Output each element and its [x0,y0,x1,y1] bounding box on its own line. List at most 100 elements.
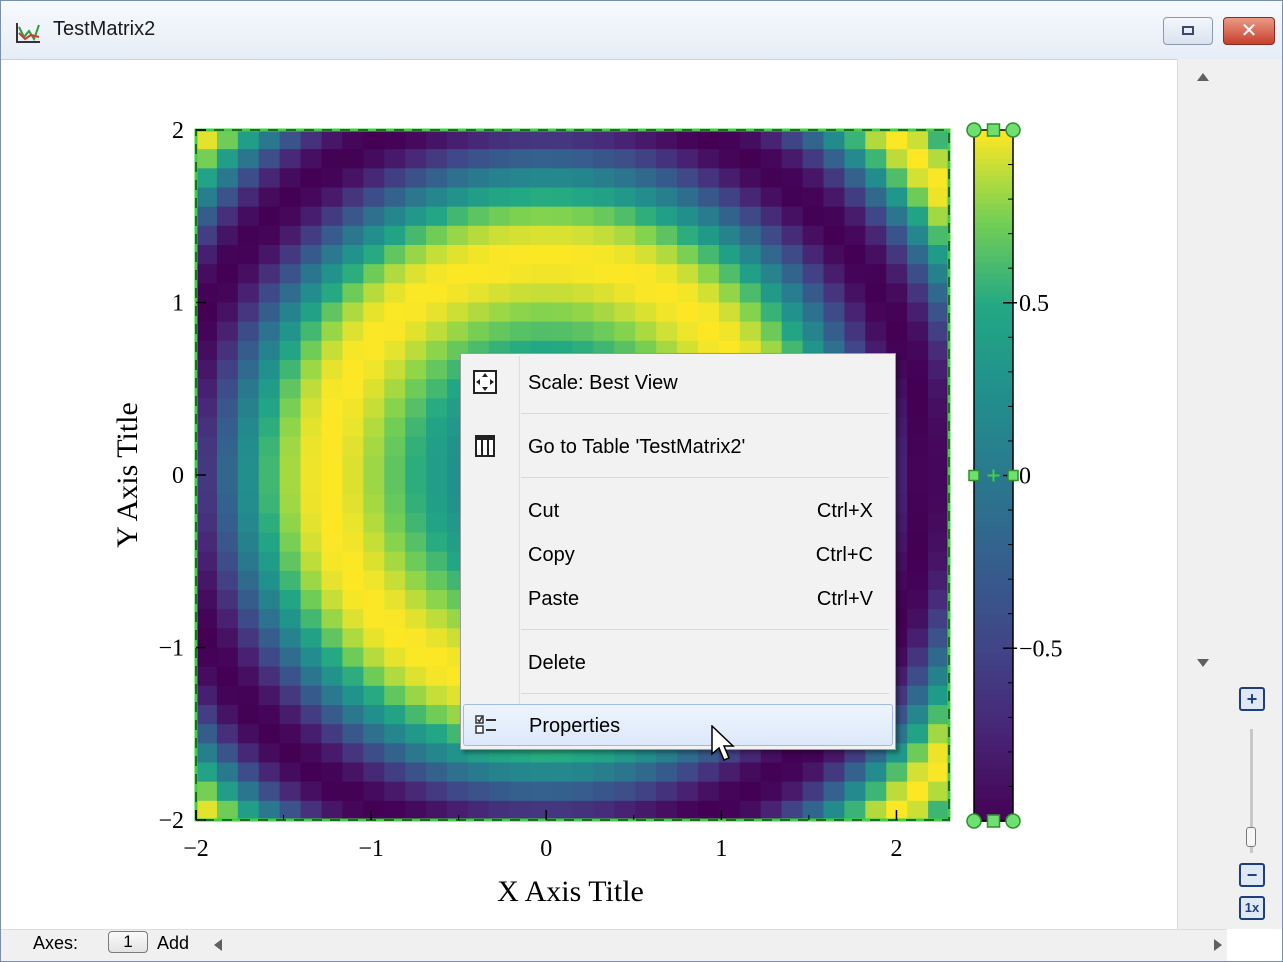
heatmap-cell [447,762,469,783]
heatmap-cell [405,475,427,495]
heatmap-cell [865,781,887,802]
zoom-out-button[interactable]: − [1239,863,1265,887]
heatmap-cell [321,781,344,802]
heatmap-cell [363,321,385,342]
heatmap-cell [614,321,636,342]
menu-item-delete[interactable]: Delete [463,642,893,684]
heatmap-cell [677,168,699,189]
heatmap-cell [384,647,406,668]
heatmap-cell [363,379,385,399]
menu-item-go-to-table[interactable]: Go to Table 'TestMatrix2' [463,426,893,468]
heatmap-cell [823,206,846,227]
heatmap-cell [300,666,323,687]
heatmap-cell [216,436,239,457]
color-scale-segment [974,147,1013,154]
heatmap-cell [426,551,448,572]
color-scale-segment [974,498,1013,506]
heatmap-cell [447,206,469,227]
heatmap-cell [677,225,699,246]
heatmap-cell [844,321,866,342]
heatmap-cell [509,245,532,265]
menu-item-scale-best-view[interactable]: Scale: Best View [463,362,893,404]
heatmap-cell [300,168,323,189]
heatmap-cell [739,245,762,265]
heatmap-cell [802,321,825,342]
heatmap-cell [216,206,239,227]
heatmap-cell [823,149,846,169]
heatmap-cell [802,264,825,284]
color-scale-segment [974,337,1013,344]
color-scale-segment [974,262,1013,269]
heatmap-cell [677,149,699,169]
menu-item-cut[interactable]: Cut Ctrl+X [463,490,893,532]
heatmap-cell [760,762,783,783]
heatmap-cell [405,762,427,783]
title-bar[interactable]: TestMatrix2 ✕ [1,1,1282,60]
heatmap-cell [196,666,218,687]
heatmap-cell [196,302,218,323]
heatmap-cell [363,225,385,246]
heatmap-cell [844,800,866,821]
scroll-down-icon[interactable] [1197,659,1209,667]
color-scale-segment [974,596,1013,603]
heatmap-cell [216,724,239,744]
color-scale-segment [974,320,1013,327]
heatmap-cell [258,379,281,399]
menu-item-properties[interactable]: Properties [463,704,893,746]
context-menu: Scale: Best View Go to Table 'TestMatrix… [460,353,896,750]
color-scale-segment [974,348,1013,356]
heatmap-cell [509,800,532,821]
menu-item-paste[interactable]: Paste Ctrl+V [463,578,893,620]
scroll-right-icon[interactable] [1214,939,1222,951]
heatmap-cell [405,302,427,323]
heatmap-cell [196,647,218,668]
heatmap-cell [279,590,302,610]
heatmap-cell [530,800,553,821]
color-scale-segment [974,210,1013,218]
scroll-up-icon[interactable] [1197,73,1209,81]
heatmap-cell [530,302,553,323]
heatmap-cell [321,666,344,687]
menu-item-label: Delete [528,652,586,674]
resize-handle-top [1005,122,1021,138]
heatmap-cell [907,206,929,227]
horizontal-scrollbar[interactable] [206,933,1226,957]
restore-button[interactable] [1163,17,1213,45]
zoom-reset-button[interactable]: 1x [1239,896,1265,920]
heatmap-cell [363,475,385,495]
heatmap-cell [551,781,574,802]
heatmap-cell [426,130,448,150]
heatmap-cell [467,187,490,208]
heatmap-cell [781,781,804,802]
heatmap-cell [300,532,323,553]
add-layer-button[interactable]: Add [157,933,190,953]
heatmap-cell [342,590,364,610]
heatmap-cell [781,206,804,227]
heatmap-cell [384,570,406,591]
zoom-slider-thumb[interactable] [1246,827,1256,847]
layer-1-button[interactable]: 1 [108,931,148,953]
heatmap-cell [635,130,657,150]
close-button[interactable]: ✕ [1223,17,1275,45]
heatmap-cell [216,168,239,189]
heatmap-cell [677,283,699,304]
color-scale-segment [974,677,1013,684]
heatmap-cell [363,781,385,802]
scroll-left-icon[interactable] [214,939,222,951]
heatmap-cell [467,800,490,821]
color-scale-segment [974,682,1013,690]
heatmap-cell [384,149,406,169]
heatmap-cell [279,398,302,419]
heatmap-cell [865,149,887,169]
heatmap-cell [572,302,595,323]
menu-item-copy[interactable]: Copy Ctrl+C [463,534,893,576]
zoom-slider-track[interactable] [1250,729,1253,853]
vertical-scrollbar[interactable] [1177,59,1227,929]
heatmap-cell [237,705,260,725]
heatmap-cell [823,781,846,802]
heatmap-cell [237,666,260,687]
zoom-in-button[interactable]: + [1239,687,1265,711]
heatmap-cell [426,245,448,265]
heatmap-cell [321,762,344,783]
color-scale-segment [974,780,1013,788]
